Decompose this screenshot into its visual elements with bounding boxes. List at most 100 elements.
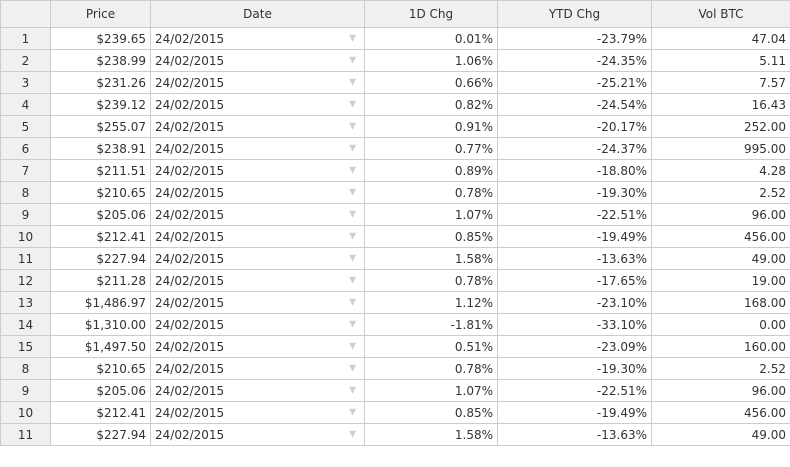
triangle-down-icon[interactable]: ▼ bbox=[349, 385, 356, 395]
cell-vol-btc[interactable]: 7.57 bbox=[651, 71, 790, 94]
column-header-price[interactable]: Price bbox=[50, 0, 151, 28]
cell-vol-btc[interactable]: 19.00 bbox=[651, 269, 790, 292]
row-header[interactable]: 6 bbox=[0, 137, 51, 160]
triangle-down-icon[interactable]: ▼ bbox=[349, 363, 356, 373]
row-header[interactable]: 2 bbox=[0, 49, 51, 72]
cell-date[interactable]: 24/02/2015 ▼ bbox=[150, 269, 365, 292]
cell-vol-btc[interactable]: 47.04 bbox=[651, 27, 790, 50]
row-header[interactable]: 12 bbox=[0, 269, 51, 292]
cell-1d-chg[interactable]: 1.06% bbox=[364, 49, 498, 72]
cell-1d-chg[interactable]: 0.77% bbox=[364, 137, 498, 160]
row-header[interactable]: 10 bbox=[0, 401, 51, 424]
cell-vol-btc[interactable]: 16.43 bbox=[651, 93, 790, 116]
row-header[interactable]: 11 bbox=[0, 423, 51, 446]
cell-vol-btc[interactable]: 160.00 bbox=[651, 335, 790, 358]
corner-cell[interactable] bbox=[0, 0, 51, 28]
cell-date[interactable]: 24/02/2015 ▼ bbox=[150, 247, 365, 270]
cell-price[interactable]: $239.65 bbox=[50, 27, 151, 50]
triangle-down-icon[interactable]: ▼ bbox=[349, 341, 356, 351]
cell-vol-btc[interactable]: 456.00 bbox=[651, 225, 790, 248]
cell-1d-chg[interactable]: 0.85% bbox=[364, 225, 498, 248]
cell-price[interactable]: $205.06 bbox=[50, 203, 151, 226]
row-header[interactable]: 10 bbox=[0, 225, 51, 248]
triangle-down-icon[interactable]: ▼ bbox=[349, 407, 356, 417]
cell-price[interactable]: $210.65 bbox=[50, 181, 151, 204]
cell-ytd-chg[interactable]: -25.21% bbox=[497, 71, 652, 94]
cell-vol-btc[interactable]: 168.00 bbox=[651, 291, 790, 314]
cell-date[interactable]: 24/02/2015 ▼ bbox=[150, 379, 365, 402]
cell-date[interactable]: 24/02/2015 ▼ bbox=[150, 335, 365, 358]
cell-ytd-chg[interactable]: -23.10% bbox=[497, 291, 652, 314]
cell-date[interactable]: 24/02/2015 ▼ bbox=[150, 71, 365, 94]
cell-price[interactable]: $238.91 bbox=[50, 137, 151, 160]
triangle-down-icon[interactable]: ▼ bbox=[349, 99, 356, 109]
triangle-down-icon[interactable]: ▼ bbox=[349, 319, 356, 329]
cell-ytd-chg[interactable]: -19.30% bbox=[497, 357, 652, 380]
cell-1d-chg[interactable]: 1.58% bbox=[364, 423, 498, 446]
column-header-vol-btc[interactable]: Vol BTC bbox=[651, 0, 790, 28]
cell-date[interactable]: 24/02/2015 ▼ bbox=[150, 291, 365, 314]
cell-price[interactable]: $211.28 bbox=[50, 269, 151, 292]
cell-date[interactable]: 24/02/2015 ▼ bbox=[150, 181, 365, 204]
cell-date[interactable]: 24/02/2015 ▼ bbox=[150, 27, 365, 50]
cell-ytd-chg[interactable]: -22.51% bbox=[497, 379, 652, 402]
cell-1d-chg[interactable]: 0.66% bbox=[364, 71, 498, 94]
cell-ytd-chg[interactable]: -24.35% bbox=[497, 49, 652, 72]
row-header[interactable]: 1 bbox=[0, 27, 51, 50]
cell-1d-chg[interactable]: 0.82% bbox=[364, 93, 498, 116]
cell-vol-btc[interactable]: 5.11 bbox=[651, 49, 790, 72]
triangle-down-icon[interactable]: ▼ bbox=[349, 55, 356, 65]
cell-vol-btc[interactable]: 49.00 bbox=[651, 247, 790, 270]
cell-date[interactable]: 24/02/2015 ▼ bbox=[150, 225, 365, 248]
cell-1d-chg[interactable]: -1.81% bbox=[364, 313, 498, 336]
row-header[interactable]: 14 bbox=[0, 313, 51, 336]
row-header[interactable]: 8 bbox=[0, 357, 51, 380]
triangle-down-icon[interactable]: ▼ bbox=[349, 77, 356, 87]
row-header[interactable]: 7 bbox=[0, 159, 51, 182]
cell-1d-chg[interactable]: 0.78% bbox=[364, 357, 498, 380]
cell-date[interactable]: 24/02/2015 ▼ bbox=[150, 423, 365, 446]
cell-1d-chg[interactable]: 0.78% bbox=[364, 269, 498, 292]
cell-1d-chg[interactable]: 1.12% bbox=[364, 291, 498, 314]
cell-ytd-chg[interactable]: -23.09% bbox=[497, 335, 652, 358]
cell-ytd-chg[interactable]: -18.80% bbox=[497, 159, 652, 182]
cell-ytd-chg[interactable]: -19.49% bbox=[497, 401, 652, 424]
row-header[interactable]: 9 bbox=[0, 379, 51, 402]
column-header-ytd-chg[interactable]: YTD Chg bbox=[497, 0, 652, 28]
triangle-down-icon[interactable]: ▼ bbox=[349, 209, 356, 219]
row-header[interactable]: 5 bbox=[0, 115, 51, 138]
cell-price[interactable]: $211.51 bbox=[50, 159, 151, 182]
cell-vol-btc[interactable]: 2.52 bbox=[651, 181, 790, 204]
cell-ytd-chg[interactable]: -24.37% bbox=[497, 137, 652, 160]
row-header[interactable]: 4 bbox=[0, 93, 51, 116]
cell-price[interactable]: $1,310.00 bbox=[50, 313, 151, 336]
triangle-down-icon[interactable]: ▼ bbox=[349, 143, 356, 153]
cell-date[interactable]: 24/02/2015 ▼ bbox=[150, 49, 365, 72]
cell-1d-chg[interactable]: 1.07% bbox=[364, 203, 498, 226]
cell-date[interactable]: 24/02/2015 ▼ bbox=[150, 115, 365, 138]
cell-price[interactable]: $227.94 bbox=[50, 423, 151, 446]
cell-ytd-chg[interactable]: -13.63% bbox=[497, 247, 652, 270]
row-header[interactable]: 11 bbox=[0, 247, 51, 270]
cell-date[interactable]: 24/02/2015 ▼ bbox=[150, 357, 365, 380]
cell-price[interactable]: $238.99 bbox=[50, 49, 151, 72]
cell-price[interactable]: $1,486.97 bbox=[50, 291, 151, 314]
cell-price[interactable]: $231.26 bbox=[50, 71, 151, 94]
cell-1d-chg[interactable]: 0.91% bbox=[364, 115, 498, 138]
cell-price[interactable]: $1,497.50 bbox=[50, 335, 151, 358]
cell-date[interactable]: 24/02/2015 ▼ bbox=[150, 137, 365, 160]
row-header[interactable]: 13 bbox=[0, 291, 51, 314]
row-header[interactable]: 9 bbox=[0, 203, 51, 226]
triangle-down-icon[interactable]: ▼ bbox=[349, 121, 356, 131]
cell-date[interactable]: 24/02/2015 ▼ bbox=[150, 203, 365, 226]
cell-vol-btc[interactable]: 995.00 bbox=[651, 137, 790, 160]
triangle-down-icon[interactable]: ▼ bbox=[349, 33, 356, 43]
cell-1d-chg[interactable]: 0.89% bbox=[364, 159, 498, 182]
cell-ytd-chg[interactable]: -23.79% bbox=[497, 27, 652, 50]
cell-ytd-chg[interactable]: -19.30% bbox=[497, 181, 652, 204]
column-header-date[interactable]: Date bbox=[150, 0, 365, 28]
cell-ytd-chg[interactable]: -22.51% bbox=[497, 203, 652, 226]
cell-1d-chg[interactable]: 0.51% bbox=[364, 335, 498, 358]
triangle-down-icon[interactable]: ▼ bbox=[349, 429, 356, 439]
cell-1d-chg[interactable]: 0.85% bbox=[364, 401, 498, 424]
